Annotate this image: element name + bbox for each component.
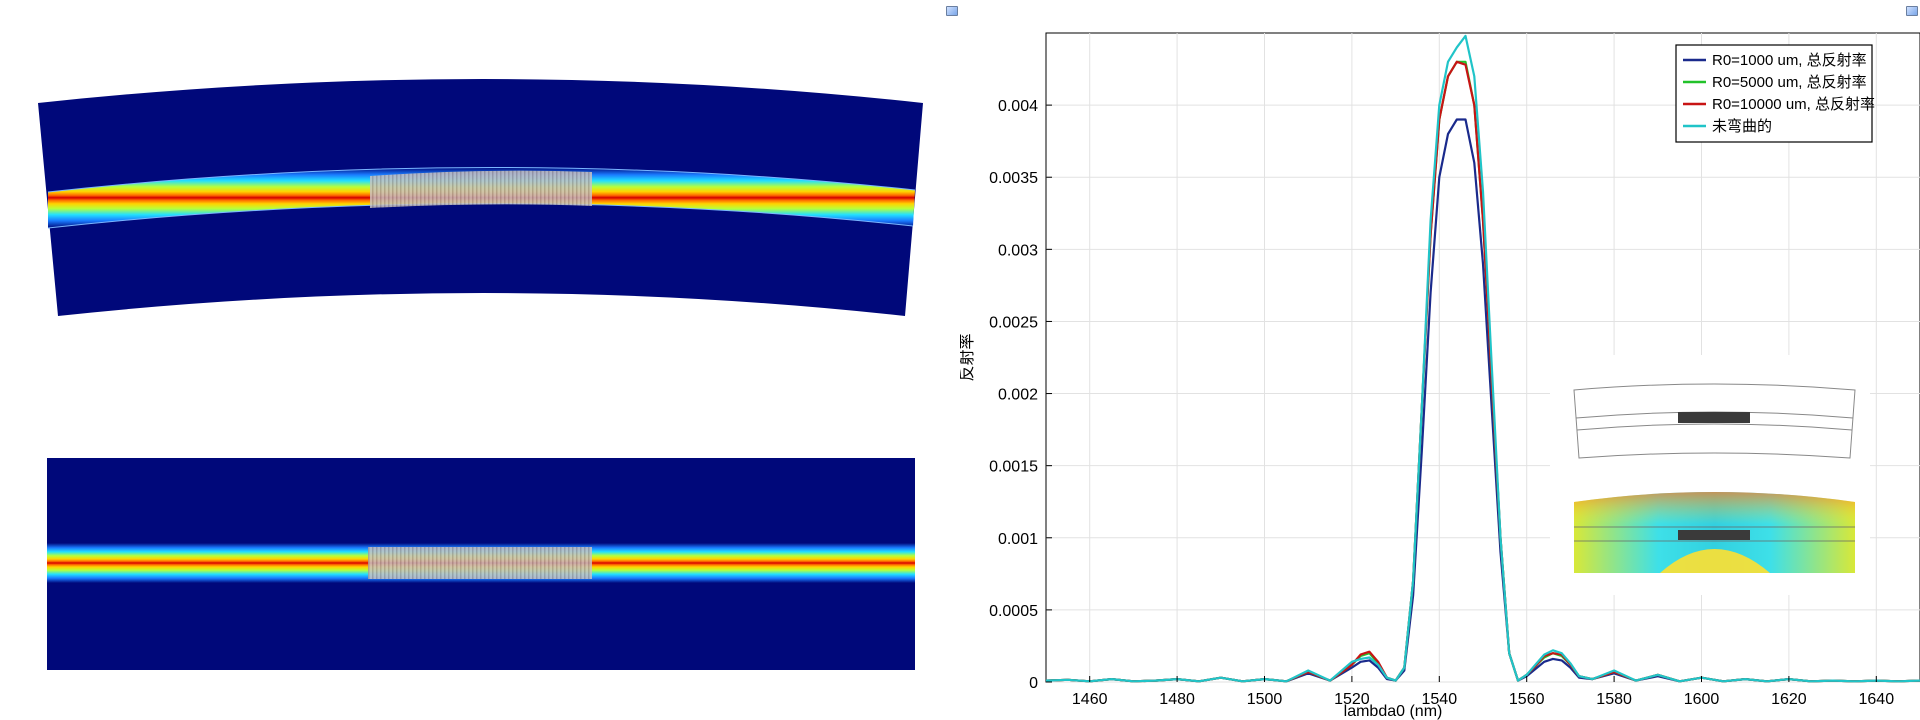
axis-ticks: 1460 1480 1500 1520 1540 1560 1580 1600 1620 1640… bbox=[989, 98, 1894, 708]
y-tick-label: 0 bbox=[1029, 675, 1038, 692]
inset-stress-field bbox=[1574, 492, 1855, 573]
series-lines bbox=[1045, 34, 1920, 683]
y-tick-label: 0.0035 bbox=[989, 170, 1038, 187]
x-tick-label: 1560 bbox=[1509, 691, 1545, 708]
straight-waveguide-plot bbox=[47, 458, 915, 670]
legend: R0=1000 um, 总反射率 R0=5000 um, 总反射率 R0=10000… bbox=[1675, 44, 1875, 143]
y-tick-label: 0.002 bbox=[998, 387, 1038, 404]
y-axis-title: 反射率 bbox=[960, 333, 976, 381]
x-tick-label: 1640 bbox=[1859, 691, 1895, 708]
curved-grating-section bbox=[370, 170, 592, 208]
x-tick-label: 1500 bbox=[1247, 691, 1283, 708]
x-tick-label: 1480 bbox=[1159, 691, 1195, 708]
legend-label-3: 未弯曲的 bbox=[1712, 118, 1772, 135]
y-tick-label: 0.0015 bbox=[989, 459, 1038, 476]
y-tick-label: 0.003 bbox=[998, 242, 1038, 259]
x-tick-label: 1600 bbox=[1684, 691, 1720, 708]
x-tick-label: 1580 bbox=[1596, 691, 1632, 708]
inset-geometry bbox=[1550, 355, 1870, 595]
field-plots-svg bbox=[38, 79, 923, 670]
series-line-3 bbox=[1045, 34, 1920, 683]
legend-label-1: R0=5000 um, 总反射率 bbox=[1712, 74, 1867, 91]
y-tick-label: 0.0025 bbox=[989, 314, 1038, 331]
x-axis-title: lambda0 (nm) bbox=[1344, 703, 1443, 720]
legend-label-0: R0=1000 um, 总反射率 bbox=[1712, 52, 1867, 69]
field-plots-panel bbox=[38, 6, 958, 670]
curved-waveguide-plot bbox=[38, 79, 923, 316]
reflectance-chart-panel: 1460 1480 1500 1520 1540 1560 1580 1600 1620 1640… bbox=[960, 0, 1920, 720]
x-tick-label: 1540 bbox=[1422, 691, 1458, 708]
y-tick-label: 0.001 bbox=[998, 531, 1038, 548]
x-tick-label: 1620 bbox=[1771, 691, 1807, 708]
legend-label-2: R0=10000 um, 总反射率 bbox=[1712, 96, 1875, 113]
plot-window-icon[interactable] bbox=[946, 6, 958, 16]
y-tick-label: 0.0005 bbox=[989, 603, 1038, 620]
y-tick-label: 0.004 bbox=[998, 98, 1038, 115]
plot-window-icon[interactable] bbox=[1906, 6, 1918, 16]
straight-grating-section bbox=[368, 547, 592, 579]
reflectance-chart: 1460 1480 1500 1520 1540 1560 1580 1600 1620 1640… bbox=[960, 32, 1920, 720]
x-tick-label: 1460 bbox=[1072, 691, 1108, 708]
inset-curved-geometry bbox=[1573, 383, 1856, 459]
x-tick-label: 1520 bbox=[1334, 691, 1370, 708]
